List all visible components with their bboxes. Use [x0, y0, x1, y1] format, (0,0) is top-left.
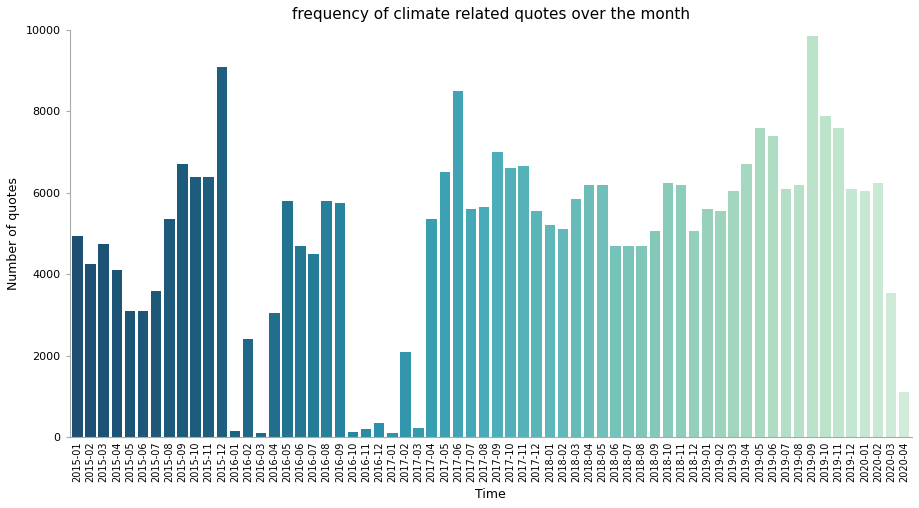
Bar [807, 36, 818, 437]
Bar [675, 185, 686, 437]
Bar [401, 352, 411, 437]
Bar [558, 230, 568, 437]
Bar [243, 339, 254, 437]
Bar [886, 293, 896, 437]
Bar [637, 246, 647, 437]
Bar [545, 226, 555, 437]
Bar [230, 431, 240, 437]
Bar [820, 115, 831, 437]
Bar [479, 207, 490, 437]
Bar [138, 311, 148, 437]
Bar [453, 91, 463, 437]
Bar [177, 165, 187, 437]
Bar [663, 183, 674, 437]
Bar [492, 152, 503, 437]
Bar [255, 433, 267, 437]
Bar [584, 185, 595, 437]
Bar [518, 167, 528, 437]
Bar [295, 246, 306, 437]
Bar [335, 203, 346, 437]
Bar [781, 189, 791, 437]
Bar [623, 246, 634, 437]
Bar [190, 177, 200, 437]
Bar [899, 392, 910, 437]
Bar [650, 232, 660, 437]
Bar [794, 185, 804, 437]
Bar [505, 169, 516, 437]
Bar [203, 177, 214, 437]
Bar [571, 199, 582, 437]
Bar [361, 429, 371, 437]
Bar [98, 244, 108, 437]
Bar [439, 173, 450, 437]
Bar [217, 67, 227, 437]
Bar [73, 236, 83, 437]
Y-axis label: Number of quotes: Number of quotes [7, 177, 20, 290]
Bar [846, 189, 857, 437]
Bar [834, 128, 844, 437]
Bar [702, 209, 712, 437]
Bar [111, 270, 122, 437]
Bar [374, 423, 384, 437]
Bar [689, 232, 699, 437]
Bar [347, 432, 358, 437]
Bar [85, 264, 96, 437]
Bar [164, 219, 175, 437]
Bar [414, 428, 424, 437]
Bar [387, 433, 398, 437]
Bar [125, 311, 135, 437]
Bar [282, 201, 292, 437]
X-axis label: Time: Time [475, 488, 506, 501]
Bar [742, 165, 752, 437]
Bar [531, 211, 542, 437]
Bar [597, 185, 607, 437]
Bar [610, 246, 620, 437]
Bar [151, 291, 162, 437]
Bar [322, 201, 332, 437]
Bar [466, 209, 476, 437]
Bar [767, 136, 778, 437]
Bar [269, 313, 279, 437]
Bar [309, 254, 319, 437]
Bar [426, 219, 437, 437]
Title: frequency of climate related quotes over the month: frequency of climate related quotes over… [292, 7, 690, 22]
Bar [754, 128, 766, 437]
Bar [873, 183, 883, 437]
Bar [859, 191, 870, 437]
Bar [715, 211, 726, 437]
Bar [729, 191, 739, 437]
